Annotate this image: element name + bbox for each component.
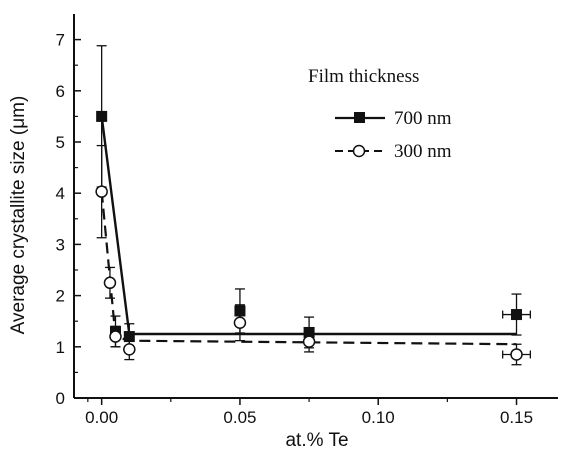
- data-point-300nm: [109, 330, 122, 343]
- legend-entry-300nm: 300 nm: [335, 141, 452, 162]
- legend-title: Film thickness: [308, 66, 419, 87]
- y-tick-label: 0: [56, 389, 65, 408]
- y-tick-label: 7: [56, 31, 65, 50]
- x-tick-label: 0.10: [362, 408, 395, 427]
- legend-label-300nm: 300 nm: [394, 141, 452, 162]
- y-tick-label: 3: [56, 235, 65, 254]
- x-tick-label: 0.05: [223, 408, 256, 427]
- data-point-300nm: [510, 348, 523, 361]
- data-point-300nm: [233, 316, 247, 329]
- data-point-300nm: [302, 335, 316, 348]
- data-point-300nm: [95, 185, 108, 198]
- data-point-300nm: [103, 276, 117, 290]
- fit-lines: [100, 116, 517, 346]
- legend-label-700nm: 700 nm: [394, 108, 452, 129]
- y-tick-label: 5: [56, 133, 65, 152]
- y-tick-label: 2: [56, 287, 65, 306]
- y-tick-label: 6: [56, 82, 65, 101]
- data-point-700nm: [511, 309, 523, 321]
- x-tick-label: 0.00: [85, 408, 118, 427]
- y-tick-label: 1: [56, 338, 65, 357]
- legend-entry-700nm: 700 nm: [335, 108, 452, 129]
- data-point-700nm: [96, 110, 108, 122]
- axis-labels: at.% Te Average crystallite size (μm): [8, 96, 349, 451]
- x-axis-title: at.% Te: [285, 430, 348, 451]
- legend-marker-700nm: [354, 112, 365, 123]
- fit-line-300nm: [100, 191, 517, 346]
- data-point-300nm: [123, 343, 136, 356]
- legend-marker-300nm: [352, 144, 366, 158]
- data-point-700nm: [123, 331, 135, 343]
- y-tick-label: 4: [56, 184, 65, 203]
- y-axis-title: Average crystallite size (μm): [8, 96, 29, 335]
- data-marks: [95, 45, 531, 366]
- axes: 0 1 2 3 4 5 6 7 0.00 0.05 0.10 0.15: [56, 14, 558, 427]
- fit-line-700nm: [100, 116, 517, 336]
- x-tick-label: 0.15: [500, 408, 533, 427]
- legend: Film thickness 700 nm 300 nm: [308, 66, 452, 162]
